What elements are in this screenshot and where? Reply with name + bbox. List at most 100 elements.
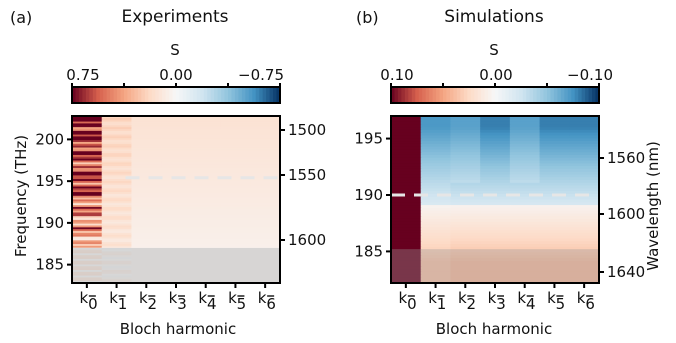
heatmap-b-cell [391, 188, 422, 192]
heatmap-b-cell [569, 218, 600, 223]
heatmap-b-cell [420, 168, 452, 173]
heatmap-a-cell [101, 141, 133, 145]
heatmap-b-cell [420, 185, 452, 189]
colorbar-a-segment [155, 87, 160, 103]
heatmap-a-cell [250, 212, 281, 215]
axes-b-ytick-label: 190 [354, 186, 383, 204]
colorbar-a [71, 83, 281, 104]
heatmap-a-cell [220, 128, 251, 132]
colorbar-b-segment [505, 87, 510, 103]
heatmap-a-cell [190, 247, 222, 251]
heatmap-a-cell [131, 182, 162, 186]
heatmap-a-cell [101, 203, 133, 206]
heatmap-a-cell [72, 192, 103, 195]
heatmap-a-cell [131, 216, 162, 219]
colorbar-b-segment [463, 87, 468, 103]
heatmap-b-cell [539, 154, 570, 159]
colorbar-b-segment [453, 87, 458, 103]
heatmap-b-cell [420, 171, 452, 176]
heatmap-a-cell [220, 186, 251, 189]
heatmap-a-cell [190, 186, 222, 189]
heatmap-a-cell [101, 130, 133, 134]
heatmap-a-cell [190, 231, 222, 234]
heatmap-b-cell [450, 191, 481, 195]
heatmap-a-cell [131, 212, 162, 215]
heatmap-a-cell [220, 229, 251, 232]
heatmap-b-cell [391, 269, 422, 273]
heatmap-a-cell [131, 147, 162, 150]
heatmap-a-cell [250, 169, 281, 173]
heatmap-a-cell [190, 244, 222, 247]
heatmap-a-cell [250, 192, 281, 195]
heatmap-b-cell [539, 235, 570, 240]
heatmap-b-cell [450, 280, 481, 284]
heatmap-a-cell [250, 140, 281, 143]
heatmap-a-cell [220, 136, 251, 139]
heatmap-b-cell [420, 260, 452, 265]
heatmap-a-cell [250, 130, 281, 134]
heatmap-b-cell [509, 260, 541, 265]
heatmap-a-cell [131, 197, 162, 201]
heatmap-a-cell [250, 270, 281, 273]
heatmap-b-cell [539, 257, 570, 262]
heatmap-a-cell [101, 153, 133, 156]
heatmap-b-cell [420, 199, 452, 203]
heatmap-a-cell [250, 219, 281, 223]
heatmap-b-cell [391, 121, 422, 125]
heatmap-b-cell [509, 129, 541, 134]
heatmap-a-cell [161, 130, 192, 134]
heatmap-b-cell [509, 168, 541, 173]
heatmap-b-cell [539, 149, 570, 153]
heatmap-b-cell [569, 227, 600, 231]
heatmap-a-cell [250, 119, 281, 123]
heatmap-a-cell [131, 193, 162, 197]
heatmap-a-cell [72, 247, 103, 251]
heatmap-a-cell [131, 229, 162, 232]
heatmap-a-cell [190, 134, 222, 138]
heatmap-b-cell [450, 185, 481, 189]
heatmap-b-cell [569, 129, 600, 134]
colorbar-a-segment [92, 87, 97, 103]
heatmap-b-cell [569, 266, 600, 270]
heatmap-a-cell [161, 253, 192, 256]
heatmap-b-cell [450, 127, 481, 131]
heatmap-b-cell [391, 221, 422, 226]
heatmap-a-cell [190, 277, 222, 280]
axes-a-y2tick-label: 1600 [288, 231, 326, 249]
heatmap-b-cell [480, 218, 511, 223]
heatmap-a-cell [72, 275, 103, 279]
heatmap-b-cell [509, 166, 541, 170]
heatmap-a-cell [131, 273, 162, 277]
heatmap-a-cell [161, 193, 192, 197]
heatmap-a-cell [250, 128, 281, 132]
heatmap-b-cell [450, 218, 481, 223]
colorbar-a-segment [196, 87, 201, 103]
heatmap-b-cell [569, 210, 600, 215]
heatmap-a-cell [131, 206, 162, 210]
colorbar-b-segment [592, 87, 597, 103]
heatmap-a-cell [161, 229, 192, 232]
heatmap-b-cell [391, 152, 422, 156]
axes-a-xtick-index: 2 [148, 295, 158, 313]
heatmap-a-cell [101, 262, 133, 266]
heatmap-b-cell [480, 207, 511, 212]
heatmap-a-cell [131, 231, 162, 234]
heatmap-b-cell [569, 271, 600, 276]
colorbar-b-segment [391, 87, 396, 103]
axes-a-ytick-label: 185 [35, 256, 64, 274]
heatmap-b-cell [391, 141, 422, 145]
heatmap-a-cell [131, 184, 162, 188]
heatmap-b-cell [480, 202, 511, 206]
heatmap-b-cell [480, 177, 511, 181]
heatmap-a-cell [131, 253, 162, 256]
heatmap-b-cell [391, 202, 422, 206]
heatmap-a-cell [161, 158, 192, 162]
heatmap-b-cell [480, 135, 511, 139]
heatmap-a-cell [131, 258, 162, 262]
heatmap-a-cell [161, 147, 192, 150]
heatmap-a-cell [131, 262, 162, 266]
heatmap-a-cell [190, 151, 222, 154]
heatmap-a-cell [101, 173, 133, 176]
heatmap-a-cell [220, 264, 251, 267]
heatmap-a-cell [161, 247, 192, 251]
